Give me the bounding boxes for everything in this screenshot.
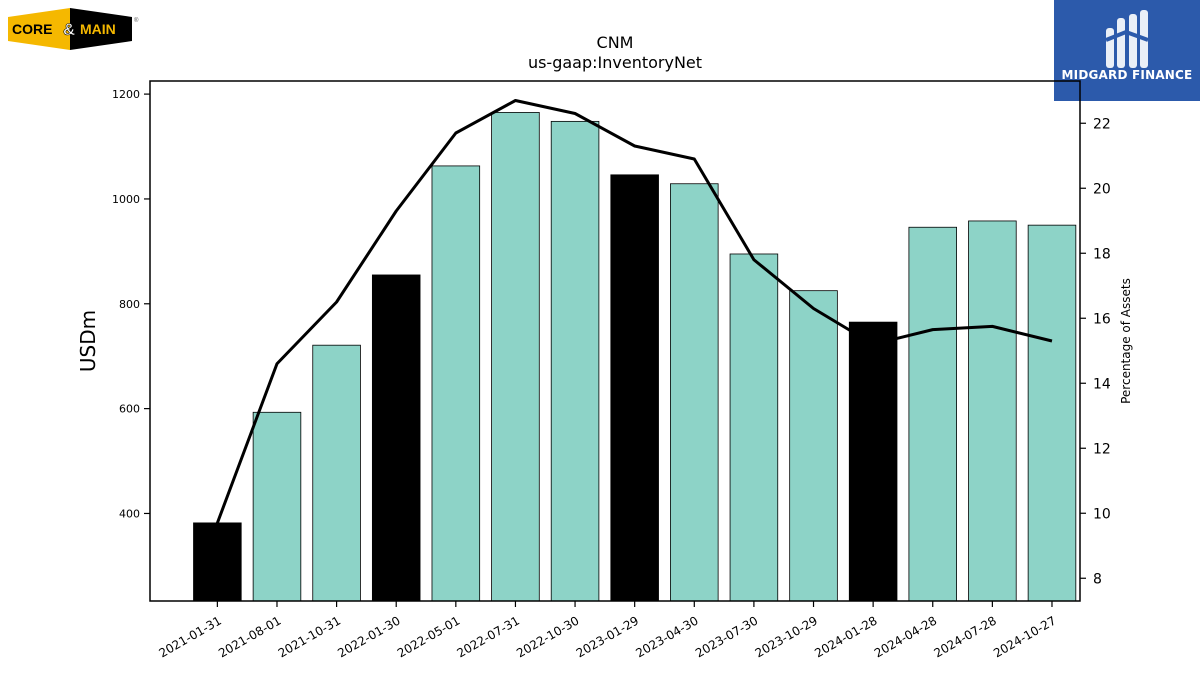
y2-axis-label: Percentage of Assets — [1119, 278, 1133, 404]
chart-subtitle: us-gaap:InventoryNet — [528, 53, 702, 72]
logo-text-main: MAIN — [80, 21, 116, 37]
x-tick-label: 2021-01-31 — [156, 613, 223, 660]
chart-title: CNM — [597, 33, 634, 52]
x-tick-label: 2021-10-31 — [276, 613, 343, 660]
logo-text-amp: & — [63, 20, 75, 39]
x-tick-label: 2022-05-01 — [395, 613, 462, 660]
bar-2023-01-29 — [610, 174, 659, 602]
y2-tick-label: 18 — [1093, 246, 1111, 262]
y2-tick-label: 14 — [1093, 376, 1111, 392]
bar-2022-05-01 — [431, 165, 481, 602]
y-tick-label: 1000 — [112, 193, 140, 206]
bar-2021-08-01 — [252, 411, 302, 602]
bar-2024-04-28 — [908, 226, 957, 602]
x-tick-label: 2023-10-29 — [753, 613, 820, 660]
core-and-main-logo: CORE & MAIN ® — [8, 8, 139, 50]
x-tick-label: 2024-04-28 — [872, 613, 939, 660]
y-axis-label: USDm — [76, 310, 100, 372]
x-tick-label: 2021-08-01 — [216, 613, 283, 660]
y2-tick-label: 10 — [1093, 506, 1111, 522]
x-tick-label: 2022-07-31 — [455, 613, 522, 660]
y-tick-label: 800 — [119, 298, 140, 311]
logo-text-reg: ® — [134, 17, 139, 24]
bar-2021-10-31 — [312, 344, 361, 602]
y2-tick-label: 12 — [1093, 441, 1111, 457]
y2-tick-label: 22 — [1093, 116, 1111, 132]
bar-2023-07-30 — [729, 253, 779, 602]
midgard-finance-watermark: MIDGARD FINANCE — [1054, 0, 1200, 101]
x-axis: 2021-01-312021-08-012021-10-312022-01-30… — [156, 601, 1058, 660]
y-tick-label: 400 — [119, 507, 140, 520]
bar-2024-01-28 — [848, 321, 898, 602]
y-tick-label: 1200 — [112, 88, 140, 101]
x-tick-label: 2022-01-30 — [335, 613, 402, 660]
bar-2024-07-28 — [968, 220, 1017, 602]
x-tick-label: 2023-01-29 — [574, 613, 641, 660]
bar-2022-07-31 — [491, 112, 540, 602]
x-tick-label: 2024-07-28 — [931, 613, 998, 660]
y-tick-label: 600 — [119, 403, 140, 416]
midgard-logo-icon — [1105, 10, 1149, 68]
bar-2022-01-30 — [371, 274, 421, 602]
logo-text-core: CORE — [12, 21, 52, 37]
x-tick-label: 2024-01-28 — [812, 613, 879, 660]
plot-frame — [149, 80, 1081, 602]
line-series — [215, 99, 1053, 524]
x-tick-label: 2023-04-30 — [633, 613, 700, 660]
y2-tick-label: 20 — [1093, 181, 1111, 197]
y2-tick-label: 16 — [1093, 311, 1111, 327]
y-axis-right: 8 10 12 14 16 18 20 22 — [1080, 116, 1111, 587]
x-tick-label: 2024-10-27 — [991, 613, 1058, 660]
x-tick-label: 2022-10-30 — [514, 613, 581, 660]
midgard-finance-label: MIDGARD FINANCE — [1061, 68, 1193, 82]
bar-2022-10-30 — [550, 120, 600, 602]
bar-2024-10-27 — [1027, 224, 1077, 602]
bar-2023-10-29 — [789, 290, 838, 602]
x-tick-label: 2023-07-30 — [693, 613, 760, 660]
y2-tick-label: 8 — [1093, 571, 1102, 587]
bar-series — [193, 112, 1077, 602]
y-axis-left: 400 600 800 1000 1200 — [112, 88, 150, 520]
bar-2021-01-31 — [193, 522, 242, 602]
percentage-line — [215, 99, 1053, 524]
bar-2023-04-30 — [670, 183, 719, 602]
